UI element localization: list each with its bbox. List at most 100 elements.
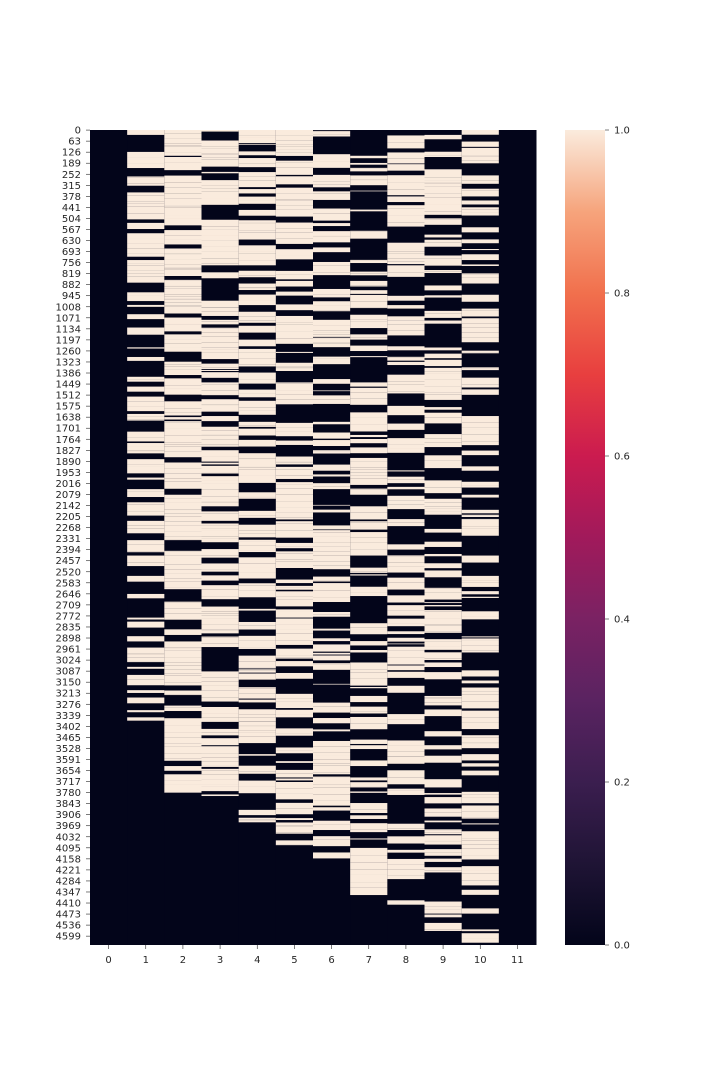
heatmap-cell-band bbox=[238, 176, 277, 181]
heatmap-cell-band bbox=[275, 462, 314, 465]
heatmap-cell-band bbox=[424, 755, 463, 763]
heatmap-cell-band bbox=[275, 542, 314, 547]
heatmap-cell-band bbox=[275, 440, 314, 445]
y-tick-label: 2835 bbox=[56, 622, 81, 633]
heatmap-cell-band bbox=[164, 539, 202, 541]
heatmap-cell-band bbox=[201, 405, 240, 412]
heatmap-cell-band bbox=[350, 412, 388, 418]
heatmap-cell-band bbox=[164, 629, 202, 635]
heatmap-cell-band bbox=[275, 840, 314, 845]
heatmap-cell-band bbox=[164, 239, 202, 245]
heatmap-cell-band bbox=[424, 610, 463, 612]
y-tick-label: 1953 bbox=[56, 468, 81, 479]
heatmap-cell-band bbox=[164, 502, 202, 510]
heatmap-cell-band bbox=[127, 327, 165, 335]
heatmap-cell-band bbox=[387, 504, 425, 510]
heatmap-cell-band bbox=[275, 648, 314, 656]
heatmap-cell-band bbox=[275, 162, 314, 168]
heatmap-cell-band bbox=[275, 769, 314, 774]
heatmap-cell-band bbox=[275, 599, 314, 607]
x-tick-label: 4 bbox=[254, 955, 260, 966]
heatmap-cell-band bbox=[201, 615, 240, 619]
heatmap-cell-band bbox=[387, 577, 425, 583]
heatmap-cell-band bbox=[201, 229, 240, 236]
y-tick-label: 1764 bbox=[56, 435, 81, 446]
heatmap-cell-band bbox=[350, 489, 388, 495]
heatmap-cell-band bbox=[461, 722, 500, 730]
heatmap-cell-band bbox=[201, 311, 240, 316]
heatmap-cell-band bbox=[461, 350, 500, 353]
heatmap-cell-band bbox=[461, 274, 500, 278]
heatmap-cell-band bbox=[127, 710, 165, 713]
heatmap-cell-band bbox=[424, 498, 463, 503]
heatmap-cell-band bbox=[313, 330, 351, 333]
heatmap-cell-band bbox=[275, 585, 314, 588]
heatmap-cell-band bbox=[275, 367, 314, 369]
heatmap-cell-band bbox=[201, 476, 240, 481]
heatmap-cell-band bbox=[387, 555, 425, 557]
heatmap-cell-band bbox=[313, 483, 351, 487]
heatmap-cell-band bbox=[201, 384, 240, 391]
heatmap-cell-band bbox=[313, 343, 351, 348]
heatmap-cell-band bbox=[275, 512, 314, 518]
heatmap-cell-band bbox=[424, 840, 463, 842]
heatmap-cell-band bbox=[275, 469, 314, 476]
heatmap-cell-band bbox=[387, 643, 425, 645]
heatmap-cell-band bbox=[127, 253, 165, 257]
heatmap-cell-band bbox=[313, 440, 351, 447]
heatmap-cell-band bbox=[461, 640, 500, 646]
heatmap-cell-band bbox=[313, 154, 351, 162]
heatmap-cell-band bbox=[313, 421, 351, 425]
heatmap-cell-band bbox=[164, 361, 202, 365]
heatmap-cell-band bbox=[164, 647, 202, 649]
heatmap-cell-band bbox=[387, 316, 425, 321]
heatmap-cell-band bbox=[424, 508, 463, 512]
heatmap-cell-band bbox=[275, 587, 314, 590]
heatmap-cell-band bbox=[424, 373, 463, 380]
heatmap-cell-band bbox=[387, 346, 425, 351]
heatmap-cell-band bbox=[127, 464, 165, 467]
heatmap-cell-band bbox=[424, 906, 463, 910]
heatmap-cell-band bbox=[313, 474, 351, 477]
heatmap-cell-band bbox=[201, 502, 240, 507]
heatmap-cell-band bbox=[350, 623, 388, 628]
heatmap-cell-band bbox=[238, 820, 277, 823]
heatmap-cell-band bbox=[313, 450, 351, 452]
heatmap-cell-band bbox=[461, 368, 500, 371]
heatmap-cell-band bbox=[164, 516, 202, 522]
heatmap-cell-band bbox=[238, 294, 277, 301]
heatmap-cell-band bbox=[164, 324, 202, 332]
heatmap-cell-band bbox=[201, 439, 240, 445]
heatmap-cell-band bbox=[350, 567, 388, 572]
heatmap-cell-band bbox=[461, 701, 500, 709]
heatmap-cell-band bbox=[201, 321, 240, 325]
heatmap-cell-band bbox=[313, 561, 351, 566]
heatmap-cell-band bbox=[313, 664, 351, 670]
heatmap-cell-band bbox=[461, 555, 500, 563]
heatmap-cell-band bbox=[387, 823, 425, 829]
heatmap-cell-band bbox=[164, 145, 202, 147]
y-tick-label: 0 bbox=[75, 126, 81, 137]
heatmap-cell-band bbox=[164, 707, 202, 712]
heatmap-cell-band bbox=[127, 416, 165, 420]
heatmap-cell-band bbox=[238, 270, 277, 276]
heatmap-cell-band bbox=[350, 786, 388, 788]
heatmap-cell-band bbox=[201, 157, 240, 160]
heatmap-cell-band bbox=[461, 227, 500, 233]
heatmap-cell-band bbox=[238, 421, 277, 426]
heatmap-cell-band bbox=[461, 844, 500, 849]
heatmap-cell-band bbox=[313, 785, 351, 788]
heatmap-cell-band bbox=[127, 653, 165, 655]
heatmap-cell-band bbox=[350, 760, 388, 767]
heatmap-cell-band bbox=[201, 369, 240, 371]
heatmap-cell-band bbox=[275, 714, 314, 718]
heatmap-cell-band bbox=[238, 458, 277, 460]
heatmap-column-background bbox=[238, 130, 277, 945]
x-tick-label: 1 bbox=[143, 955, 149, 966]
heatmap-cell-band bbox=[387, 381, 425, 385]
heatmap-cell-band bbox=[350, 829, 388, 833]
heatmap-cell-band bbox=[201, 191, 240, 199]
heatmap-cell-band bbox=[164, 732, 202, 738]
heatmap-cell-band bbox=[424, 820, 463, 823]
heatmap-cell-band bbox=[461, 434, 500, 442]
